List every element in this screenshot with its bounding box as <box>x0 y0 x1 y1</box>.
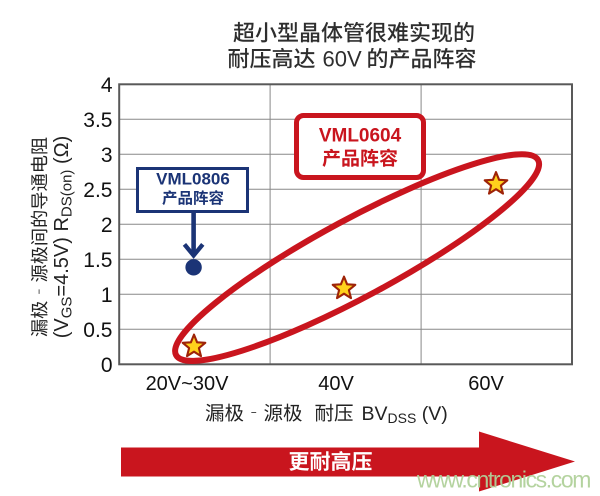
svg-text:0.5: 0.5 <box>83 319 112 342</box>
svg-text:60V: 60V <box>323 47 362 72</box>
svg-text:VML0604: VML0604 <box>319 126 402 147</box>
svg-text:60V: 60V <box>468 373 504 395</box>
svg-text:1: 1 <box>101 284 113 307</box>
svg-text:3.5: 3.5 <box>83 109 112 132</box>
svg-text:20V~30V: 20V~30V <box>146 373 230 395</box>
svg-text:40V: 40V <box>318 373 354 395</box>
svg-text:(VGS=4.5V) RDS(on) (Ω): (VGS=4.5V) RDS(on) (Ω) <box>51 136 76 339</box>
svg-text:3: 3 <box>101 144 113 167</box>
svg-text:0: 0 <box>101 354 113 377</box>
svg-text:www.cntronics.com: www.cntronics.com <box>416 467 590 493</box>
svg-text:2: 2 <box>101 214 113 237</box>
svg-text:4: 4 <box>101 74 113 97</box>
svg-text:BVDSS (V): BVDSS (V) <box>362 403 448 426</box>
svg-text:VML0806: VML0806 <box>156 170 230 189</box>
svg-text:1.5: 1.5 <box>83 249 112 272</box>
svg-text:2.5: 2.5 <box>83 179 112 202</box>
